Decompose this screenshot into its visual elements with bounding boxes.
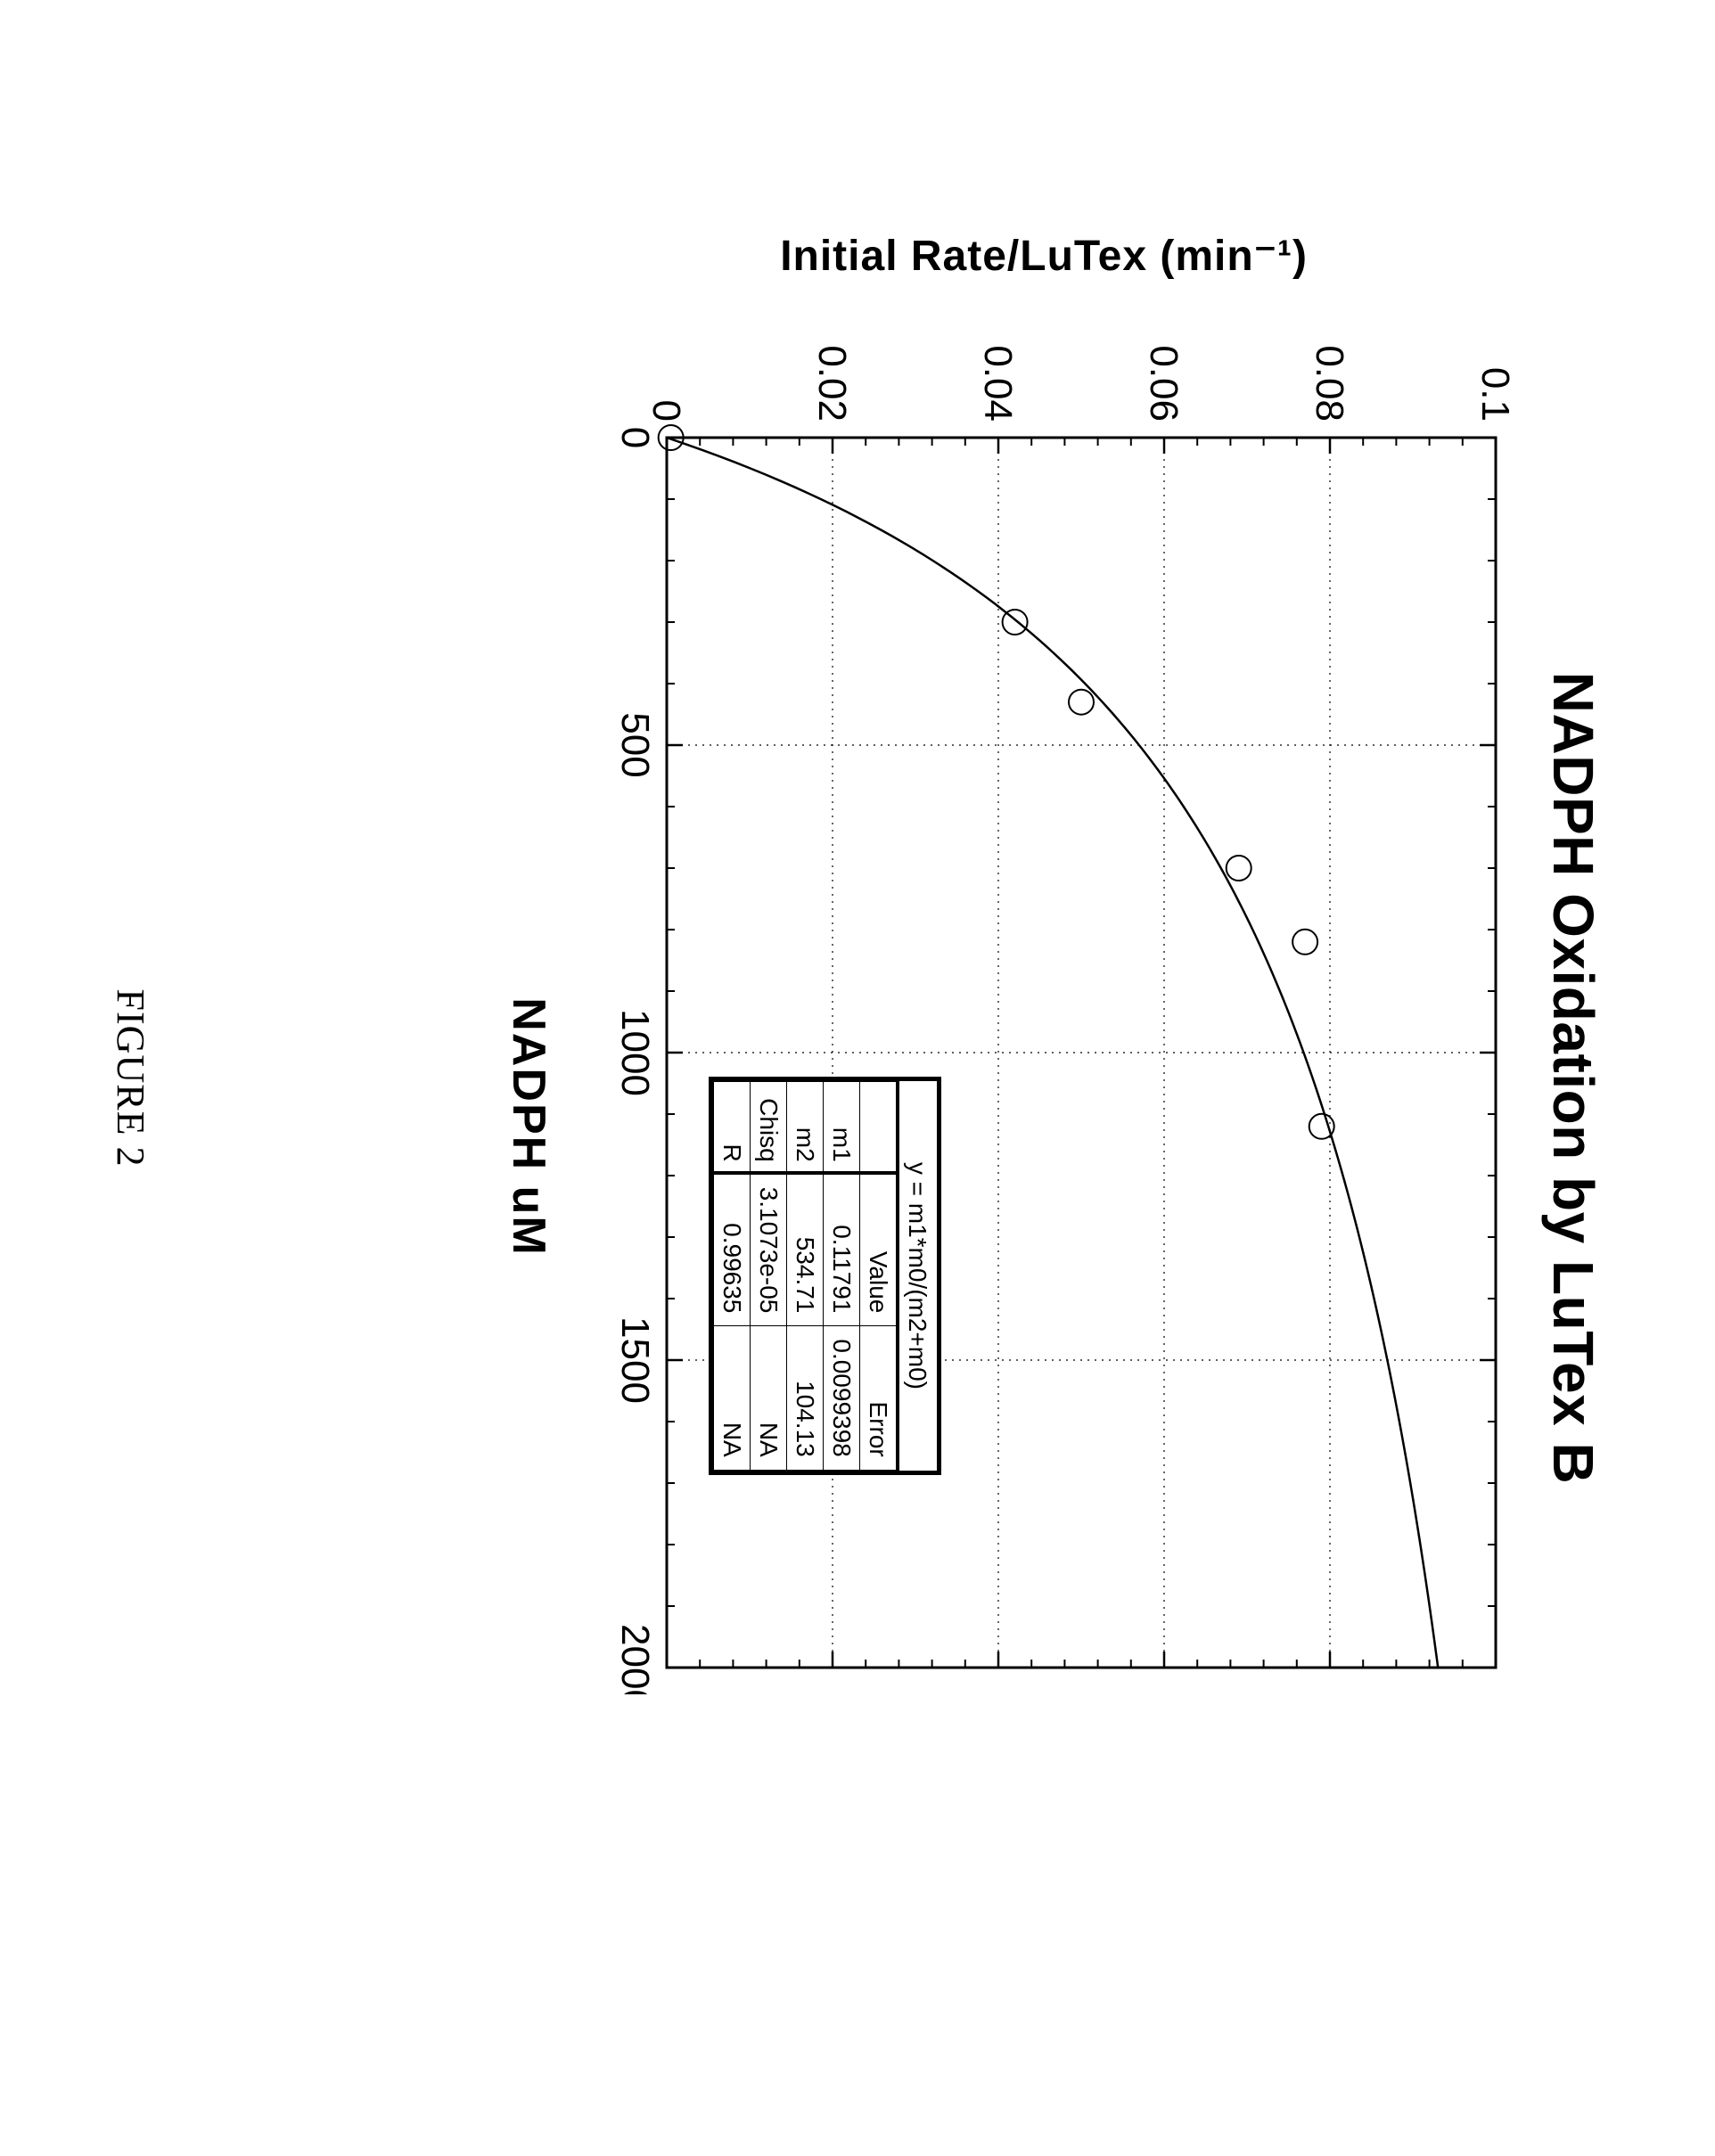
figure-number-label: FIGURE 2 — [109, 989, 154, 1168]
svg-text:500: 500 — [614, 712, 658, 777]
svg-text:0.06: 0.06 — [1143, 345, 1186, 422]
svg-text:0.02: 0.02 — [811, 345, 855, 422]
xlabel-row: NADPH uM — [503, 232, 556, 1925]
x-axis-label: NADPH uM — [503, 997, 556, 1256]
svg-text:1500: 1500 — [614, 1316, 658, 1404]
chart-area: NADPH Oxidation by LuTex B Initial Rate/… — [226, 232, 1607, 1925]
chart-title: NADPH Oxidation by LuTex B — [1541, 672, 1607, 1484]
svg-text:0: 0 — [645, 399, 689, 421]
plot-svg: 0 500 1000 1500 2000 0 0.02 0.04 0.06 0.08 0.1 — [579, 304, 1514, 1694]
svg-text:0.08: 0.08 — [1309, 345, 1352, 422]
svg-text:2000: 2000 — [614, 1624, 658, 1694]
svg-text:0.1: 0.1 — [1474, 366, 1514, 421]
svg-text:0: 0 — [614, 426, 658, 447]
fit-results-table: y = m1*m0/(m2+m0) ValueErrorm10.117910.0… — [709, 1077, 941, 1475]
y-axis-label: Initial Rate/LuTex (min⁻¹) — [780, 232, 1308, 282]
plot-svg-wrap: 0 500 1000 1500 2000 0 0.02 0.04 0.06 0.08 0.1 y =… — [574, 304, 1514, 1694]
svg-text:1000: 1000 — [614, 1009, 658, 1096]
svg-text:0.04: 0.04 — [977, 345, 1021, 422]
rotated-page-container: NADPH Oxidation by LuTex B Initial Rate/… — [0, 0, 1715, 2156]
plot-row: Initial Rate/LuTex (min⁻¹) 0 500 1000 1500 2… — [574, 232, 1514, 1925]
